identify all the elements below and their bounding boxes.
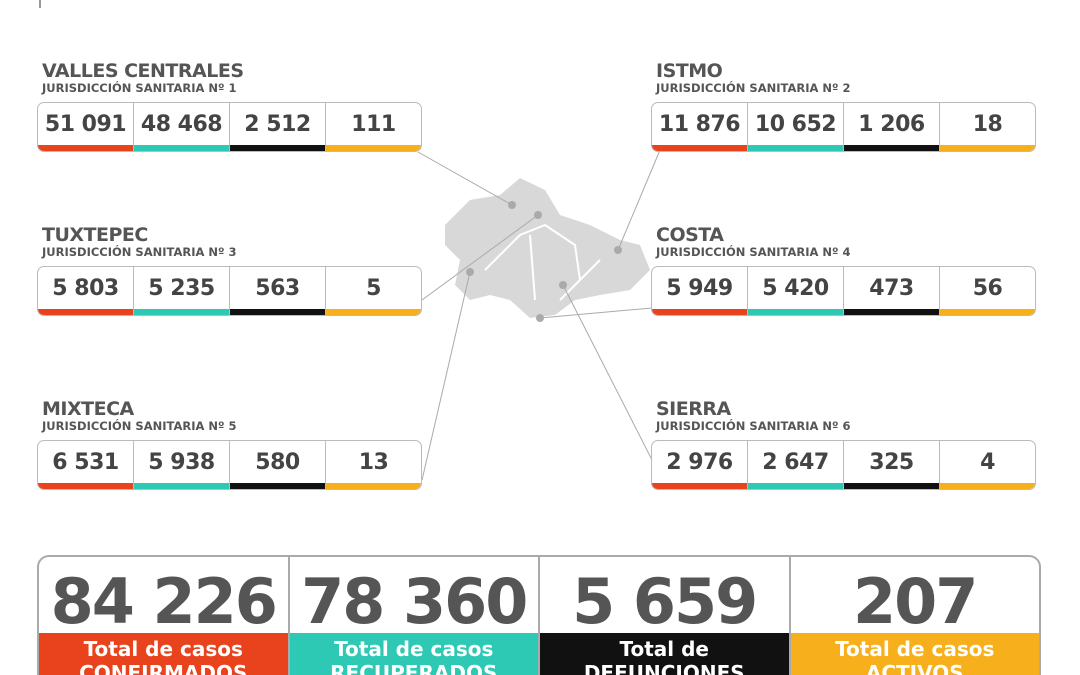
total-label2: ACTIVOS xyxy=(865,661,964,675)
total-label2: DEFUNCIONES xyxy=(583,661,745,675)
total-label: Total de casos xyxy=(334,637,494,661)
region-value: 1 206 xyxy=(844,103,940,151)
total-value: 84 226 xyxy=(50,565,278,638)
total-band: Total de casos RECUPERADOS xyxy=(289,633,538,675)
region-name: VALLES CENTRALES xyxy=(42,60,244,82)
region-value: 2 976 xyxy=(652,441,748,489)
region-value: 6 531 xyxy=(38,441,134,489)
region-value: 111 xyxy=(326,103,421,151)
region-name: MIXTECA xyxy=(42,398,134,420)
region-value: 5 xyxy=(326,267,421,315)
region-value: 473 xyxy=(844,267,940,315)
region-jurisdiction: JURISDICCIÓN SANITARIA Nº 2 xyxy=(656,81,851,95)
region-value: 563 xyxy=(230,267,326,315)
region-value: 5 235 xyxy=(134,267,230,315)
region-value: 5 803 xyxy=(38,267,134,315)
total-label2: CONFIRMADOS xyxy=(79,661,248,675)
region-value: 5 938 xyxy=(134,441,230,489)
total-cell: 5 659 Total de DEFUNCIONES xyxy=(540,557,791,675)
region-name: COSTA xyxy=(656,224,724,246)
map-shape xyxy=(445,178,650,318)
region-values: 11 876 10 652 1 206 18 xyxy=(651,102,1036,152)
region-values: 2 976 2 647 325 4 xyxy=(651,440,1036,490)
region-value: 5 949 xyxy=(652,267,748,315)
region-jurisdiction: JURISDICCIÓN SANITARIA Nº 5 xyxy=(42,419,237,433)
region-value: 48 468 xyxy=(134,103,230,151)
total-band: Total de DEFUNCIONES xyxy=(540,633,789,675)
total-value: 5 659 xyxy=(572,565,758,638)
region-value: 2 512 xyxy=(230,103,326,151)
total-label: Total de casos xyxy=(835,637,995,661)
connectors xyxy=(417,149,661,481)
region-value: 51 091 xyxy=(38,103,134,151)
region-name: TUXTEPEC xyxy=(42,224,148,246)
region-value: 4 xyxy=(940,441,1035,489)
total-label: Total de casos xyxy=(83,637,243,661)
total-label2: RECUPERADOS xyxy=(330,661,498,675)
region-value: 2 647 xyxy=(748,441,844,489)
region-values: 6 531 5 938 580 13 xyxy=(37,440,422,490)
map-borders xyxy=(484,223,601,301)
total-cell: 84 226 Total de casos CONFIRMADOS xyxy=(39,557,290,675)
total-value: 207 xyxy=(853,565,978,638)
region-jurisdiction: JURISDICCIÓN SANITARIA Nº 3 xyxy=(42,245,237,259)
region-jurisdiction: JURISDICCIÓN SANITARIA Nº 1 xyxy=(42,81,237,95)
region-value: 10 652 xyxy=(748,103,844,151)
total-band: Total de casos ACTIVOS xyxy=(790,633,1039,675)
total-value: 78 360 xyxy=(301,565,528,638)
region-value: 325 xyxy=(844,441,940,489)
region-value: 56 xyxy=(940,267,1035,315)
total-band: Total de casos CONFIRMADOS xyxy=(39,633,288,675)
region-value: 13 xyxy=(326,441,421,489)
region-values: 5 949 5 420 473 56 xyxy=(651,266,1036,316)
total-cell: 78 360 Total de casos RECUPERADOS xyxy=(289,557,540,675)
region-name: SIERRA xyxy=(656,398,731,420)
region-name: ISTMO xyxy=(656,60,723,82)
region-values: 5 803 5 235 563 5 xyxy=(37,266,422,316)
total-cell: 207 Total de casos ACTIVOS xyxy=(790,557,1039,675)
totals-panel: 84 226 Total de casos CONFIRMADOS 78 360 Tot… xyxy=(37,555,1041,675)
total-label: Total de xyxy=(619,637,709,661)
region-value: 11 876 xyxy=(652,103,748,151)
region-jurisdiction: JURISDICCIÓN SANITARIA Nº 6 xyxy=(656,419,851,433)
region-value: 5 420 xyxy=(748,267,844,315)
region-jurisdiction: JURISDICCIÓN SANITARIA Nº 4 xyxy=(656,245,851,259)
region-value: 580 xyxy=(230,441,326,489)
map-points xyxy=(466,201,622,322)
region-values: 51 091 48 468 2 512 111 xyxy=(37,102,422,152)
region-value: 18 xyxy=(940,103,1035,151)
